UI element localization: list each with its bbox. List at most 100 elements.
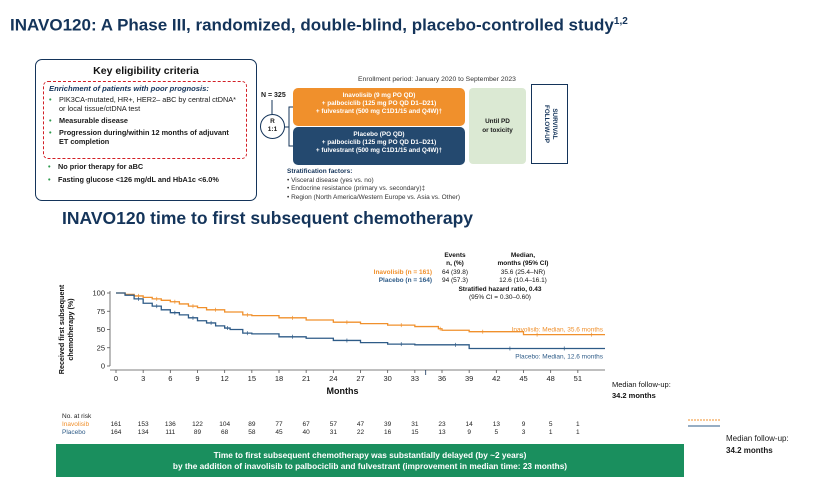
arm1-line2: + palbociclib (125 mg PO QD D1–D21)	[321, 100, 437, 107]
at-risk-value: 14	[466, 421, 474, 428]
conclusion-line2: by the addition of inavolisib to palboci…	[172, 461, 568, 471]
eligibility-box: Key eligibility criteria Enrichment of p…	[35, 59, 257, 201]
legend-events-header: Events	[444, 252, 466, 259]
y-tick-label: 0	[101, 362, 105, 371]
criterion-1-text: PIK3CA-mutated, HR+, HER2– aBC by centra…	[59, 95, 237, 113]
until-pd-line1: Until PD	[485, 118, 510, 125]
x-tick-label: 33	[411, 374, 419, 383]
y-tick-label: 25	[97, 343, 105, 352]
criterion-2-text: Measurable disease	[59, 116, 128, 125]
at-risk-value: 47	[357, 421, 365, 428]
at-risk-value: 13	[438, 429, 446, 436]
survival-followup-box: SURVIVAL FOLLOW-UP	[531, 84, 568, 164]
side-median-followup: Median follow-up: 34.2 months	[726, 433, 789, 457]
median-followup-label: Median follow-up:	[612, 380, 671, 389]
at-risk-value: 111	[165, 429, 175, 436]
at-risk-value: 1	[549, 429, 553, 436]
y-tick-label: 50	[97, 325, 105, 334]
bullet: •	[49, 116, 52, 125]
at-risk-heading: No. at risk	[62, 413, 92, 420]
slide-title-text: INAVO120: A Phase III, randomized, doubl…	[10, 15, 614, 35]
legend-median-subheader: months (95% CI)	[498, 260, 549, 267]
conclusion-line1: Time to first subsequent chemotherapy wa…	[213, 450, 527, 460]
x-tick-label: 9	[195, 374, 199, 383]
arm-placebo-box: Placebo (PO QD) + palbociclib (125 mg PO…	[293, 127, 465, 165]
x-tick-label: 18	[275, 374, 283, 383]
x-tick-label: 12	[220, 374, 228, 383]
criterion-2: • Measurable disease	[49, 116, 241, 125]
survival-followup-text: SURVIVAL FOLLOW-UP	[542, 105, 558, 143]
at-risk-value: 134	[138, 429, 149, 436]
x-tick-label: 3	[141, 374, 145, 383]
legend-events-subheader: n, (%)	[446, 260, 464, 267]
x-tick-label: 36	[438, 374, 446, 383]
chart-title: INAVO120 time to first subsequent chemot…	[62, 208, 474, 228]
legend-median-value: 35.6 (25.4–NR)	[501, 269, 545, 276]
bullet: •	[49, 95, 52, 104]
n-label: N = 325	[261, 92, 286, 99]
at-risk-value: 31	[411, 421, 419, 428]
bullet: •	[48, 175, 51, 184]
median-label-placebo: Placebo: Median, 12.6 months	[515, 353, 604, 360]
at-risk-value: 68	[221, 429, 229, 436]
stratification-factors: Stratification factors: • Visceral disea…	[287, 168, 460, 202]
at-risk-value: 57	[330, 421, 338, 428]
at-risk-value: 13	[493, 421, 501, 428]
bullet: •	[49, 128, 52, 137]
slide-title-superscript: 1,2	[613, 16, 628, 27]
x-tick-label: 0	[114, 374, 118, 383]
y-axis-label-line2: chemotherapy (%)	[66, 298, 75, 361]
eligibility-heading: Key eligibility criteria	[93, 65, 199, 77]
at-risk-value: 9	[467, 429, 471, 436]
slide-title: INAVO120: A Phase III, randomized, doubl…	[10, 12, 628, 36]
legend-hazard-ratio: Stratified hazard ratio, 0.43	[458, 286, 541, 293]
arm2-line3: + fulvestrant (500 mg C1D1/15 and Q4W)†	[315, 147, 443, 154]
at-risk-value: 5	[549, 421, 553, 428]
at-risk-value: 161	[111, 421, 122, 428]
side-followup-value: 34.2 months	[726, 446, 773, 455]
y-axis-label-line1: Received first subsequent	[57, 284, 66, 374]
x-tick-label: 6	[168, 374, 172, 383]
at-risk-value: 77	[275, 421, 283, 428]
y-tick-label: 75	[97, 307, 105, 316]
legend-label-inavolisib: Inavolisib (n = 161)	[374, 269, 432, 276]
stratification-item-2: • Endocrine resistance (primary vs. seco…	[287, 185, 426, 192]
criterion-3: • Progression during/within 12 months of …	[49, 128, 229, 146]
x-tick-label: 24	[329, 374, 337, 383]
at-risk-value: 136	[165, 421, 176, 428]
arm1-line1: Inavolisib (9 mg PO QD)	[342, 92, 416, 99]
stratification-item-1: • Visceral disease (yes vs. no)	[287, 176, 374, 184]
legend-ci: (95% CI = 0.30–0.60)	[469, 294, 531, 301]
at-risk-label-placebo: Placebo	[62, 429, 86, 436]
at-risk-value: 104	[219, 421, 230, 428]
arm2-line2: + palbociclib (125 mg PO QD D1–D21)	[321, 139, 437, 146]
x-tick-label: 15	[248, 374, 256, 383]
survival-line2: FOLLOW-UP	[542, 105, 550, 143]
at-risk-label-inavolisib: Inavolisib	[62, 421, 89, 428]
legend-median-value: 12.6 (10.4–16.1)	[499, 277, 547, 284]
at-risk-value: 9	[522, 421, 526, 428]
x-tick-label: 21	[302, 374, 310, 383]
at-risk-value: 153	[138, 421, 149, 428]
x-tick-label: 30	[383, 374, 391, 383]
criterion-4: • No prior therapy for aBC	[48, 162, 248, 171]
at-risk-value: 122	[192, 421, 203, 428]
x-tick-label: 48	[546, 374, 554, 383]
x-tick-label: 51	[574, 374, 582, 383]
at-risk-value: 164	[111, 429, 122, 436]
at-risk-value: 16	[384, 429, 392, 436]
connector-arm2	[288, 127, 293, 147]
at-risk-value: 58	[248, 429, 256, 436]
at-risk-value: 89	[194, 429, 202, 436]
randomization-circle: R 1:1	[260, 114, 285, 139]
stratification-item-2-text: Endocrine resistance (primary vs. second…	[291, 185, 426, 192]
legend-label-placebo: Placebo (n = 164)	[379, 277, 432, 284]
randomization-connectors	[271, 100, 293, 147]
connector-arm1	[285, 106, 293, 128]
at-risk-value: 5	[495, 429, 499, 436]
y-tick-label: 100	[92, 289, 105, 298]
km-curve-placebo	[116, 292, 605, 350]
until-pd-line2: or toxicity	[482, 127, 513, 134]
conclusion-banner: Time to first subsequent chemotherapy wa…	[56, 444, 684, 477]
